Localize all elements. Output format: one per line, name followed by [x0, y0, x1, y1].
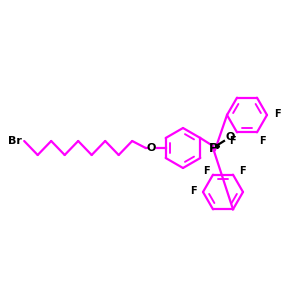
- Text: F: F: [229, 136, 235, 146]
- Text: O: O: [225, 132, 235, 142]
- Text: P: P: [208, 142, 217, 154]
- Text: O: O: [147, 143, 156, 153]
- Text: F: F: [274, 109, 280, 119]
- Text: F: F: [203, 166, 209, 176]
- Text: Br: Br: [8, 136, 22, 146]
- Text: F: F: [190, 186, 196, 196]
- Text: F: F: [259, 136, 265, 146]
- Text: F: F: [239, 166, 245, 176]
